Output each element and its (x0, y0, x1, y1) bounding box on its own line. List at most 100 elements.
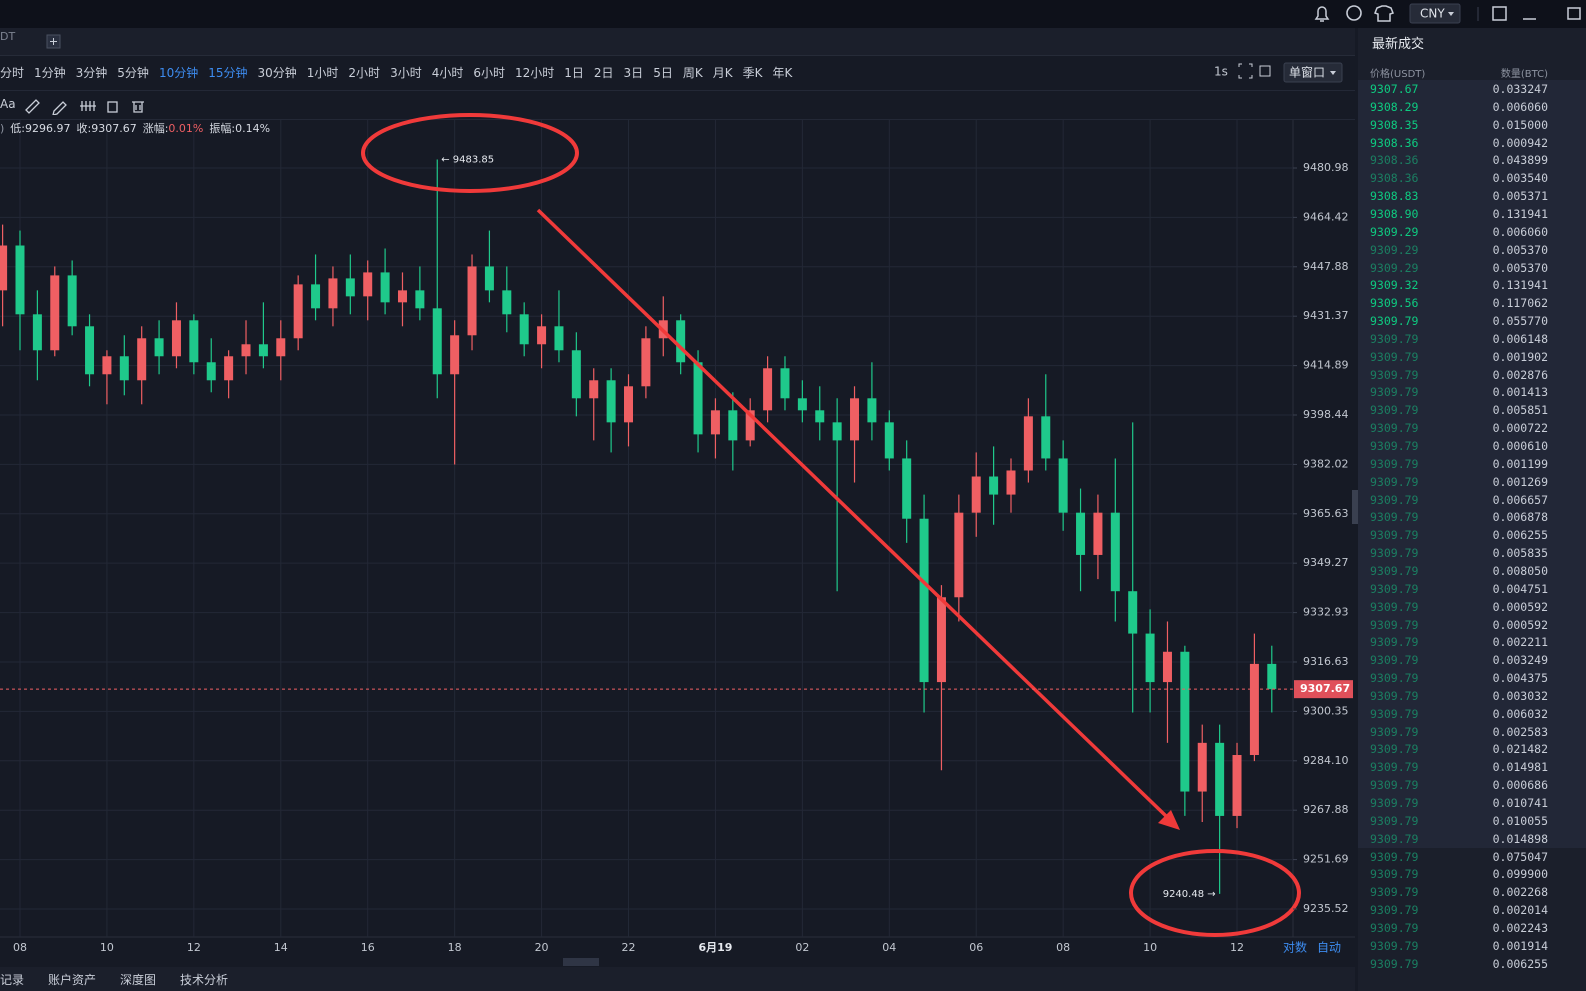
axis-mode[interactable]: 对数 (1283, 940, 1307, 955)
trade-qty: 0.001199 (1492, 456, 1548, 471)
candle-body (1023, 416, 1033, 471)
y-tick-label: 9251.69 (1303, 853, 1349, 866)
bottom-tab[interactable]: 技术分析 (180, 972, 229, 987)
restore-icon[interactable] (1567, 7, 1581, 20)
interval[interactable]: 季K (742, 65, 763, 80)
trade-qty: 0.006657 (1492, 492, 1548, 507)
trade-price: 9309.79 (1370, 724, 1419, 739)
interval[interactable]: 15分钟 (208, 65, 248, 80)
candle-body (571, 350, 581, 399)
trade-price: 9309.32 (1370, 278, 1419, 293)
trade-price: 9309.79 (1370, 546, 1419, 561)
interval[interactable]: 年K (772, 65, 793, 80)
interval[interactable]: 3小时 (390, 65, 422, 80)
currency-select[interactable] (1409, 3, 1461, 24)
interval[interactable]: 1日 (564, 65, 584, 80)
pen-icon[interactable] (52, 101, 67, 115)
bottom-tab[interactable]: 账户资产 (48, 972, 97, 987)
axis-mode[interactable]: 自动 (1317, 941, 1341, 955)
candle-body (850, 398, 860, 441)
candle-body (763, 368, 773, 411)
trade-price: 9309.79 (1370, 885, 1419, 900)
bell-icon[interactable] (1314, 6, 1330, 22)
trade-price: 9309.79 (1370, 367, 1419, 382)
layout-icon[interactable] (1492, 6, 1507, 21)
trade-price: 9309.79 (1370, 956, 1419, 971)
ruler-icon[interactable] (25, 99, 40, 114)
trade-qty: 0.055770 (1492, 314, 1548, 329)
trade-qty: 0.006255 (1492, 956, 1548, 971)
candle-body (32, 314, 42, 351)
interval[interactable]: 10分钟 (158, 65, 199, 80)
trade-price: 9308.36 (1370, 135, 1419, 150)
candle-body (311, 284, 321, 309)
candle-body (1215, 742, 1225, 816)
candle-body (345, 278, 355, 297)
fullscreen-icon[interactable] (1238, 63, 1253, 79)
candle-body (971, 476, 981, 513)
interval[interactable]: 4小时 (431, 65, 464, 80)
qty-column: 数量(BTC) (1500, 69, 1548, 80)
trade-row: 9309.32 0.131941 (1358, 276, 1586, 295)
candle-body (589, 380, 599, 399)
trade-qty: 0.117062 (1492, 296, 1548, 311)
candle-body (276, 338, 286, 357)
trade-price: 9309.79 (1370, 867, 1419, 882)
interval[interactable]: 周K (682, 65, 703, 80)
interval[interactable]: 2小时 (348, 65, 381, 80)
tool-icons (25, 99, 144, 115)
candle-body (815, 410, 825, 423)
window-mode: 单窗口 (1289, 66, 1325, 80)
candle-body (1076, 512, 1086, 555)
y-tick-label: 9284.10 (1303, 754, 1349, 767)
interval[interactable]: 3日 (623, 65, 644, 80)
font-tool[interactable]: Aa (0, 97, 16, 111)
add-tab[interactable] (46, 34, 62, 50)
interval[interactable]: 5分钟 (117, 65, 149, 80)
interval[interactable]: 1分钟 (34, 65, 66, 80)
lock-icon[interactable] (107, 101, 118, 113)
fib-icon[interactable] (80, 101, 96, 111)
interval[interactable]: 6小时 (473, 65, 505, 80)
trade-row: 9308.90 0.131941 (1358, 204, 1586, 223)
trade-price: 9309.79 (1370, 706, 1419, 721)
trade-row: 9309.79 0.014898 (1358, 829, 1586, 848)
trade-qty: 0.131941 (1492, 206, 1548, 221)
trade-price: 9309.79 (1370, 813, 1419, 828)
screenshot-icon[interactable] (1259, 65, 1271, 77)
interval[interactable]: 30分钟 (257, 65, 297, 80)
trade-row: 9309.79 0.006148 (1358, 329, 1586, 348)
bottom-tab[interactable]: 记录 (0, 972, 25, 987)
bottom-tab[interactable]: 深度图 (120, 972, 157, 987)
candle-body (554, 326, 564, 351)
interval[interactable]: 3分钟 (75, 65, 108, 80)
trade-qty: 0.006148 (1492, 331, 1548, 346)
trade-row: 9309.29 0.005370 (1358, 240, 1586, 259)
shirt-icon[interactable] (1374, 5, 1394, 22)
x-tick-label: 14 (274, 941, 288, 954)
scroll-handle[interactable] (563, 958, 599, 966)
interval[interactable]: 12小时 (514, 65, 555, 80)
interval[interactable]: 1小时 (306, 65, 339, 80)
interval[interactable]: 2日 (593, 65, 614, 80)
trade-qty: 0.005851 (1492, 403, 1548, 418)
trade-price: 9309.29 (1370, 242, 1419, 257)
trades-columns: 价格(USDT) 数量(BTC) (1358, 61, 1586, 81)
x-tick-label: 18 (448, 941, 462, 954)
interval[interactable]: 分时 (0, 65, 25, 80)
delete-icon[interactable] (132, 101, 144, 113)
interval[interactable]: 5日 (653, 65, 673, 80)
candle-body (119, 356, 129, 381)
candle-body (397, 290, 407, 303)
trade-qty: 0.004375 (1492, 671, 1548, 686)
chat-icon[interactable] (1346, 5, 1362, 21)
candle-body (936, 597, 946, 683)
refresh-rate[interactable]: 1s (1214, 65, 1228, 79)
window-select[interactable] (1283, 62, 1343, 83)
panel-toggle[interactable] (1352, 490, 1358, 524)
trade-qty: 0.008050 (1492, 563, 1548, 578)
interval[interactable]: 月K (712, 65, 733, 80)
trade-qty: 0.005835 (1492, 546, 1548, 561)
candle-body (102, 356, 112, 375)
